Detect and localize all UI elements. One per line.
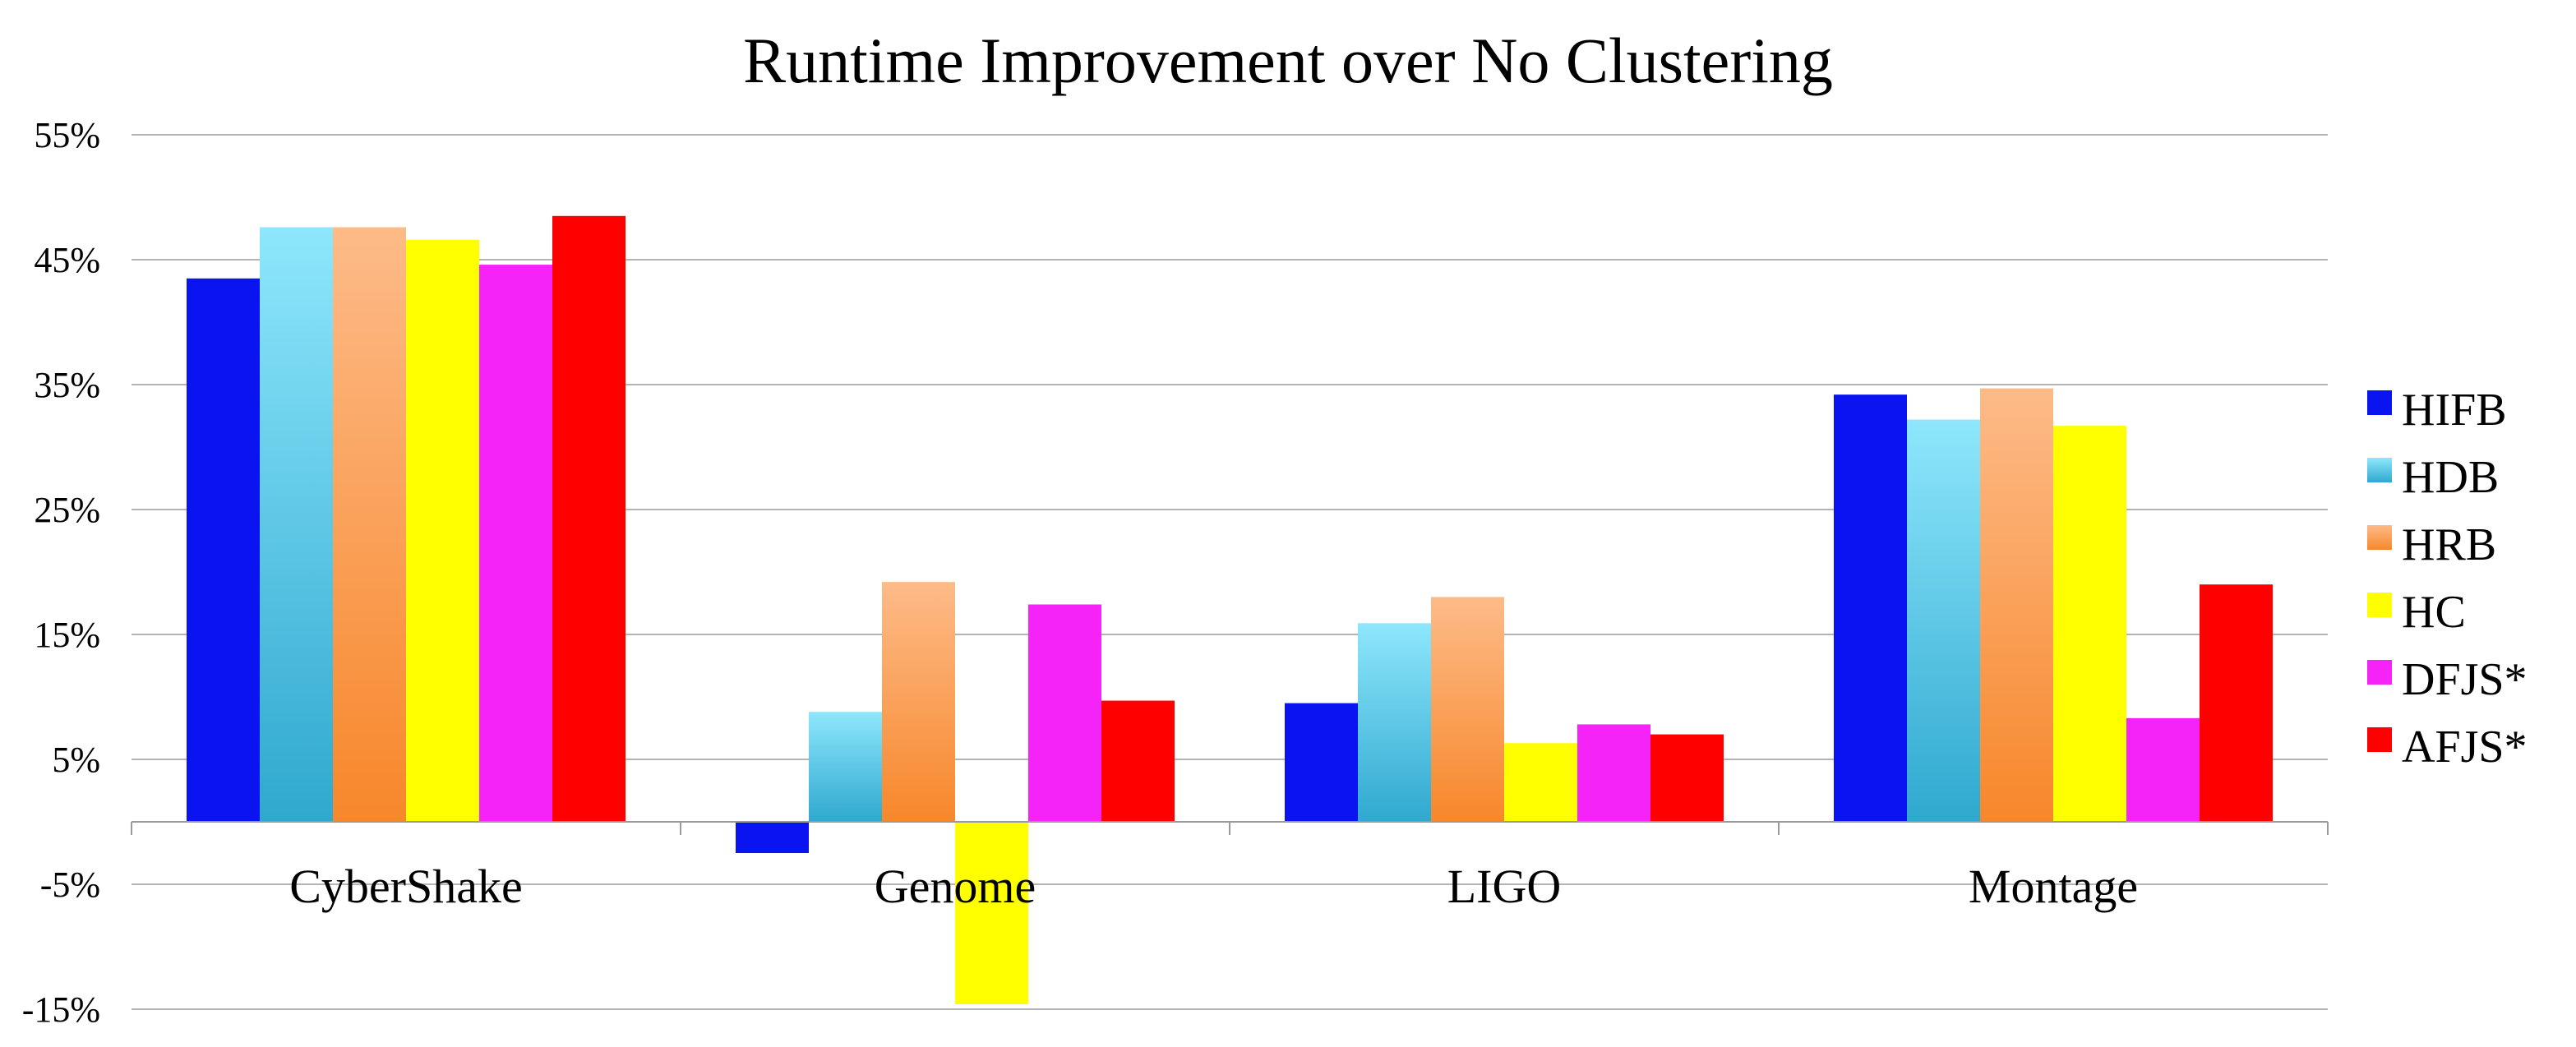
- x-axis: [131, 821, 2329, 835]
- legend: HIFB HDB HRB HC DFJS* AFJS*: [2367, 385, 2528, 773]
- legend-label-hifb: HIFB: [2402, 385, 2507, 436]
- bars: [187, 215, 2273, 1004]
- y-tick-label: -5%: [40, 865, 100, 905]
- x-category-label: LIGO: [1447, 860, 1562, 913]
- y-tick-label: 25%: [34, 490, 100, 530]
- bar-montage-hifb: [1834, 394, 1907, 822]
- bar-montage-dfjs: [2126, 717, 2200, 822]
- x-category-label: Montage: [1969, 860, 2138, 913]
- y-axis-tick-labels: 55% 45% 35% 25% 15% 5% -5% -15%: [22, 115, 100, 1030]
- legend-label-hc: HC: [2402, 587, 2466, 638]
- x-category-label: Genome: [875, 860, 1036, 913]
- bar-genome-hrb: [882, 582, 955, 822]
- bar-montage-hrb: [1980, 388, 2053, 822]
- x-category-label: CyberShake: [289, 860, 523, 913]
- bar-cybershake-hdb: [260, 227, 333, 823]
- y-tick-label: 35%: [34, 365, 100, 405]
- bar-montage-hdb: [1907, 419, 1980, 822]
- bar-ligo-dfjs: [1577, 724, 1650, 822]
- y-tick-label: 55%: [34, 115, 100, 155]
- chart-title: Runtime Improvement over No Clustering: [743, 25, 1833, 96]
- x-axis-category-labels: CyberShake Genome LIGO Montage: [289, 860, 2138, 913]
- legend-swatch-dfjs: [2367, 660, 2392, 685]
- bar-genome-hdb: [809, 712, 882, 822]
- y-tick-label: 45%: [34, 240, 100, 280]
- bar-montage-hc: [2053, 426, 2126, 822]
- bar-ligo-hifb: [1285, 703, 1358, 822]
- y-tick-label: -15%: [22, 989, 100, 1030]
- bar-cybershake-hrb: [333, 227, 406, 823]
- legend-swatch-hdb: [2367, 458, 2392, 482]
- bar-ligo-hdb: [1358, 623, 1431, 822]
- bar-genome-hc: [955, 822, 1028, 1004]
- bar-genome-dfjs: [1028, 604, 1101, 822]
- legend-swatch-hrb: [2367, 525, 2392, 550]
- bar-ligo-hrb: [1431, 597, 1504, 822]
- legend-swatch-afjs: [2367, 727, 2392, 752]
- bar-cybershake-dfjs: [479, 265, 552, 823]
- bar-ligo-hc: [1504, 743, 1577, 822]
- legend-label-hdb: HDB: [2402, 452, 2499, 503]
- bar-cybershake-afjs: [552, 215, 626, 822]
- legend-label-afjs: AFJS*: [2402, 722, 2528, 773]
- legend-label-hrb: HRB: [2402, 519, 2496, 570]
- legend-swatch-hc: [2367, 593, 2392, 617]
- bar-genome-afjs: [1101, 700, 1175, 822]
- legend-label-dfjs: DFJS*: [2402, 654, 2528, 705]
- legend-swatch-hifb: [2367, 390, 2392, 415]
- bar-genome-hifb: [736, 822, 809, 853]
- y-tick-label: 15%: [34, 615, 100, 655]
- bar-montage-afjs: [2200, 584, 2273, 822]
- bar-cybershake-hifb: [187, 278, 260, 822]
- bar-cybershake-hc: [406, 239, 479, 822]
- y-tick-label: 5%: [52, 740, 100, 780]
- bar-ligo-afjs: [1650, 734, 1724, 822]
